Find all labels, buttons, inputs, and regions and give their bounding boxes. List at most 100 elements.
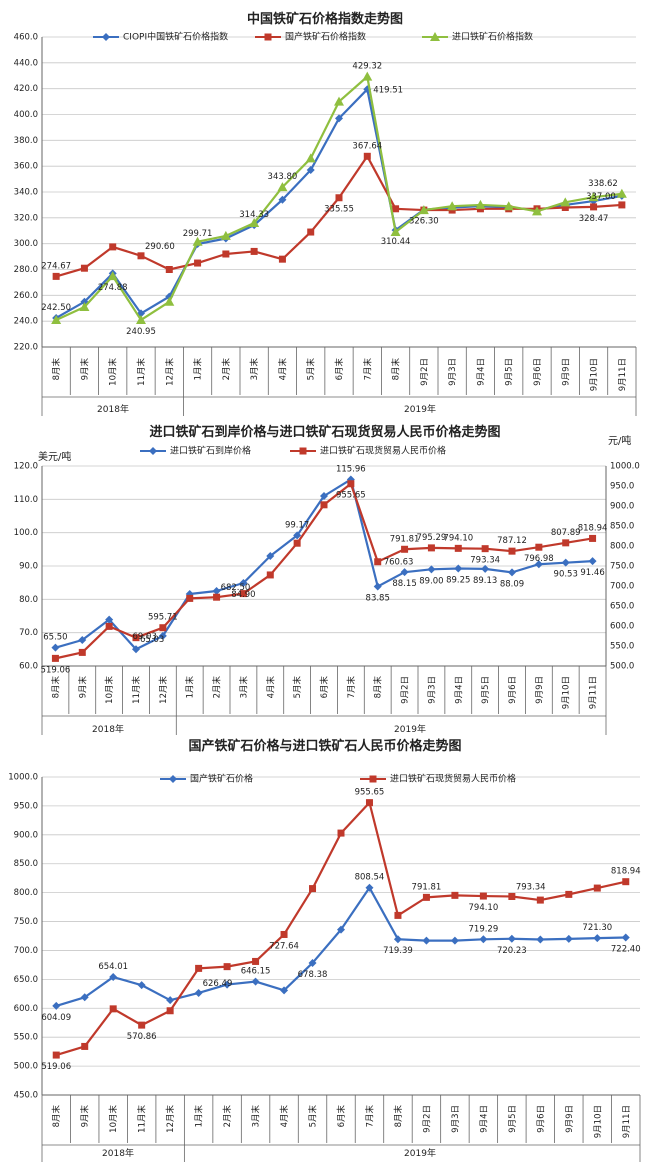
x-tick-label: 9月末 xyxy=(79,358,90,381)
data-point xyxy=(337,925,345,934)
x-tick-label: 2月末 xyxy=(221,358,232,381)
y-tick-label: 700.0 xyxy=(14,946,38,956)
data-label: 595.71 xyxy=(148,613,178,623)
x-tick-label: 9月2日 xyxy=(420,358,430,386)
series-line xyxy=(55,88,623,319)
x-tick-label: 9月5日 xyxy=(505,358,515,386)
data-label: 719.39 xyxy=(383,946,413,956)
y2-tick-label: 1000.0 xyxy=(610,462,640,472)
data-point xyxy=(565,890,573,898)
legend-marker xyxy=(299,447,307,455)
data-point xyxy=(365,883,374,892)
x-tick-label: 9月11日 xyxy=(589,676,599,709)
y-tick-label: 440.0 xyxy=(14,58,38,68)
data-label: 84.90 xyxy=(231,590,255,600)
legend-marker xyxy=(169,775,177,783)
data-label: 626.49 xyxy=(203,979,233,989)
data-point xyxy=(51,654,59,662)
data-label: 678.38 xyxy=(298,970,328,980)
y-tick-label: 400.0 xyxy=(14,110,38,120)
data-point xyxy=(475,199,486,209)
data-point xyxy=(109,243,117,251)
data-point xyxy=(374,558,382,566)
x-tick-label: 9月5日 xyxy=(508,1105,518,1133)
data-point xyxy=(51,643,60,652)
data-label: 794.10 xyxy=(443,533,473,543)
data-point xyxy=(508,892,516,900)
x-tick-label: 9月10日 xyxy=(590,358,600,391)
data-point xyxy=(427,544,435,552)
data-point xyxy=(136,314,146,324)
y-tick-label: 850.0 xyxy=(14,859,38,869)
data-point xyxy=(508,547,516,555)
data-point xyxy=(593,884,601,892)
data-label: 721.30 xyxy=(582,923,612,933)
data-label: 519.06 xyxy=(41,665,71,675)
data-point xyxy=(393,935,402,944)
x-tick-label: 9月10日 xyxy=(593,1105,603,1138)
data-point xyxy=(105,622,113,630)
data-point xyxy=(107,271,118,281)
y-tick-label: 460.0 xyxy=(14,33,38,43)
data-point xyxy=(337,829,345,837)
x-tick-label: 9月4日 xyxy=(454,676,464,704)
data-point xyxy=(503,201,514,211)
data-point xyxy=(223,980,232,989)
data-label: 654.01 xyxy=(98,962,128,972)
data-point xyxy=(280,930,288,938)
data-point xyxy=(451,891,459,899)
y2-tick-label: 700.0 xyxy=(610,582,634,592)
data-point xyxy=(164,296,175,306)
data-point xyxy=(278,195,287,204)
data-point xyxy=(309,885,317,893)
data-label: 89.00 xyxy=(419,576,443,586)
x-tick-label: 11月末 xyxy=(137,1105,148,1133)
y-tick-label: 550.0 xyxy=(14,1033,38,1043)
data-point xyxy=(365,799,373,807)
y-tick-label: 500.0 xyxy=(14,1062,38,1072)
data-point xyxy=(532,206,542,216)
data-point xyxy=(251,977,260,986)
data-point xyxy=(137,252,145,260)
y-tick-label: 100.0 xyxy=(14,528,38,538)
data-point xyxy=(194,988,203,997)
x-tick-label: 4月末 xyxy=(265,676,276,699)
x-tick-label: 5月末 xyxy=(306,358,317,381)
data-label: 955.65 xyxy=(355,788,385,798)
data-point xyxy=(362,71,373,81)
data-point xyxy=(306,166,315,175)
data-point xyxy=(450,936,459,945)
y2-tick-label: 550.0 xyxy=(610,642,634,652)
x-tick-label: 8月末 xyxy=(51,1105,62,1128)
data-point xyxy=(562,539,570,547)
x-tick-label: 7月末 xyxy=(362,358,373,381)
year-label: 2019年 xyxy=(404,403,436,415)
data-point xyxy=(561,558,570,567)
data-point xyxy=(213,593,221,601)
data-point xyxy=(186,594,194,602)
x-tick-label: 12月末 xyxy=(164,358,175,386)
data-point xyxy=(447,201,458,211)
data-point xyxy=(223,963,231,971)
data-label: 682.50 xyxy=(221,583,251,593)
x-tick-label: 7月末 xyxy=(364,1105,375,1128)
data-label: 69.03 xyxy=(133,632,157,642)
chart-title: 中国铁矿石价格指数走势图 xyxy=(247,11,403,27)
x-tick-label: 4月末 xyxy=(277,358,288,381)
y2-tick-label: 950.0 xyxy=(610,482,634,492)
data-label: 328.47 xyxy=(579,214,609,224)
data-point xyxy=(166,1007,174,1015)
x-tick-label: 10月末 xyxy=(104,676,115,704)
x-tick-label: 6月末 xyxy=(336,1105,347,1128)
legend-label: 进口铁矿石现货贸易人民币价格 xyxy=(320,445,446,457)
x-tick-label: 9月4日 xyxy=(476,358,486,386)
data-label: 314.33 xyxy=(239,210,269,220)
y2-tick-label: 900.0 xyxy=(610,502,634,512)
year-label: 2018年 xyxy=(102,1147,134,1159)
data-point xyxy=(165,266,173,273)
x-tick-label: 9月6日 xyxy=(536,1105,546,1133)
data-point xyxy=(239,590,247,598)
data-point xyxy=(307,228,315,236)
data-point xyxy=(239,579,248,587)
x-tick-label: 11月末 xyxy=(136,358,147,386)
